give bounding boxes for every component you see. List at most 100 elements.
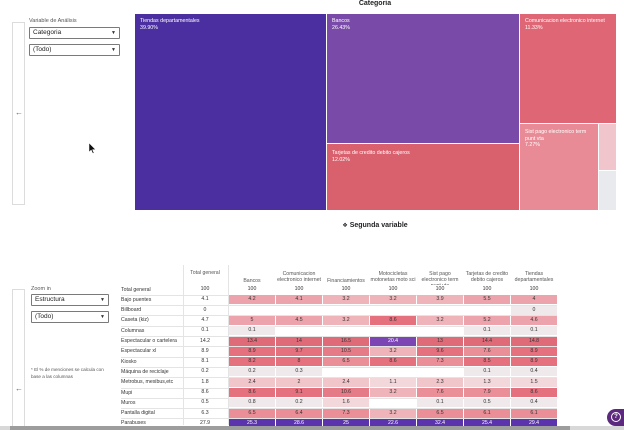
treemap-tile-tiendas[interactable]: Tiendas departamentales 39.90% xyxy=(134,13,327,211)
table-cell[interactable]: 7.6 xyxy=(417,388,463,397)
table-cell[interactable]: 100 xyxy=(511,285,557,294)
table-cell[interactable]: 0.8 xyxy=(229,398,275,408)
table-cell[interactable]: 0.1 xyxy=(229,326,275,336)
table-cell[interactable]: 3.2 xyxy=(370,408,416,418)
table-cell[interactable]: 7.3 xyxy=(417,357,463,367)
column-header[interactable]: Comunicacion electronico internet xyxy=(277,271,321,283)
column-header[interactable]: Bancos xyxy=(243,278,261,284)
zoom-filter-select[interactable]: (Todo) ▼ xyxy=(31,311,109,323)
table-cell[interactable]: 3.2 xyxy=(323,315,369,325)
table-cell[interactable]: 9.6 xyxy=(417,346,463,356)
table-cell[interactable] xyxy=(370,398,416,407)
treemap-tile-tarjetas[interactable]: Tarjetas de credito debito cajeros 12.02% xyxy=(326,143,520,211)
table-cell[interactable]: 0.1 xyxy=(464,326,510,336)
table-cell[interactable]: 100 xyxy=(417,285,463,294)
table-cell[interactable] xyxy=(370,306,416,315)
table-cell[interactable]: 8.6 xyxy=(229,388,275,397)
column-header[interactable]: Financiamientos xyxy=(327,278,365,284)
table-cell[interactable]: 8.2 xyxy=(229,357,275,367)
table-cell[interactable]: 0.5 xyxy=(464,398,510,408)
collapse-arrow-icon[interactable]: ← xyxy=(15,384,23,393)
table-cell[interactable]: 3.2 xyxy=(323,295,369,305)
column-header[interactable]: Tarjetas de credito debito cajeros xyxy=(465,271,509,283)
table-cell[interactable]: 3.9 xyxy=(417,295,463,305)
table-cell[interactable]: 0.1 xyxy=(417,398,463,408)
table-cell[interactable]: 1.6 xyxy=(323,398,369,408)
table-cell[interactable]: 29.4 xyxy=(511,418,557,428)
table-cell[interactable]: 13 xyxy=(417,336,463,346)
table-cell[interactable]: 16.5 xyxy=(323,336,369,346)
table-cell[interactable]: 2.4 xyxy=(229,377,275,387)
table-cell[interactable]: 0.4 xyxy=(511,367,557,377)
table-cell[interactable]: 7.6 xyxy=(464,346,510,356)
table-cell[interactable]: 3.2 xyxy=(370,295,416,305)
column-header[interactable]: Tiendas departamentales xyxy=(514,271,554,283)
table-cell[interactable] xyxy=(370,326,416,335)
table-cell[interactable]: 2.4 xyxy=(323,377,369,387)
table-cell[interactable]: 2.3 xyxy=(417,377,463,387)
column-header[interactable]: Motocicletas motonetas moto sci xyxy=(370,271,416,283)
table-cell[interactable]: 6.1 xyxy=(511,408,557,418)
table-cell[interactable]: 0.3 xyxy=(276,367,322,377)
table-cell[interactable]: 6.5 xyxy=(229,408,275,418)
table-cell[interactable]: 6.1 xyxy=(464,408,510,418)
analysis-filter-select[interactable]: (Todo) ▼ xyxy=(29,44,120,56)
table-cell[interactable]: 0.2 xyxy=(229,367,275,377)
table-cell[interactable]: 5.5 xyxy=(464,295,510,305)
table-cell[interactable]: 0.1 xyxy=(511,326,557,336)
scrollbar-thumb[interactable] xyxy=(10,426,570,430)
table-cell[interactable]: 1.5 xyxy=(511,377,557,387)
table-cell[interactable]: 4.1 xyxy=(276,295,322,305)
treemap-tile-comunicacion[interactable]: Comunicacion electronico internet 11.33% xyxy=(519,13,617,124)
table-cell[interactable]: 32.4 xyxy=(417,418,463,428)
table-cell[interactable]: 4.2 xyxy=(229,295,275,305)
table-cell[interactable] xyxy=(276,326,322,335)
table-cell[interactable] xyxy=(370,367,416,376)
table-cell[interactable]: 5 xyxy=(229,315,275,325)
table-cell[interactable]: 25.4 xyxy=(464,418,510,428)
table-cell[interactable]: 100 xyxy=(276,285,322,294)
table-cell[interactable]: 7.9 xyxy=(464,388,510,397)
horizontal-scrollbar[interactable] xyxy=(0,426,624,430)
table-cell[interactable]: 1.1 xyxy=(370,377,416,387)
table-cell[interactable]: 3.2 xyxy=(370,388,416,397)
zoom-structure-select[interactable]: Estructura ▼ xyxy=(31,294,109,306)
table-cell[interactable]: 1.3 xyxy=(464,377,510,387)
table-cell[interactable] xyxy=(323,367,369,376)
table-cell[interactable]: 8.6 xyxy=(511,388,557,397)
table-cell[interactable] xyxy=(323,326,369,335)
treemap-tile-sist-pago[interactable]: Sist pago electronico term punt vta 7.27% xyxy=(519,123,599,211)
table-cell[interactable]: 10.5 xyxy=(323,346,369,356)
table-cell[interactable]: 14 xyxy=(276,336,322,346)
table-cell[interactable]: 8.9 xyxy=(511,357,557,367)
table-cell[interactable] xyxy=(464,306,510,315)
table-cell[interactable]: 9.1 xyxy=(276,388,322,397)
table-cell[interactable] xyxy=(417,367,463,376)
table-cell[interactable]: 6.5 xyxy=(323,357,369,367)
table-cell[interactable]: 25.3 xyxy=(229,418,275,428)
table-cell[interactable]: 5.2 xyxy=(464,315,510,325)
table-cell[interactable]: 6.5 xyxy=(417,408,463,418)
table-cell[interactable]: 100 xyxy=(370,285,416,294)
table-cell[interactable]: 0.4 xyxy=(511,398,557,408)
table-cell[interactable]: 0.1 xyxy=(464,367,510,377)
table-cell[interactable]: 4 xyxy=(511,295,557,305)
treemap-tile-small-b[interactable] xyxy=(598,170,617,211)
table-cell[interactable]: 14.8 xyxy=(511,336,557,346)
table-cell[interactable]: 28.6 xyxy=(276,418,322,428)
treemap-tile-small-a[interactable] xyxy=(598,123,617,171)
table-cell[interactable]: 6.4 xyxy=(276,408,322,418)
table-cell[interactable]: 20.4 xyxy=(370,336,416,346)
table-cell[interactable] xyxy=(323,306,369,315)
help-button[interactable]: ? xyxy=(607,409,624,426)
table-cell[interactable]: 8.9 xyxy=(511,346,557,356)
table-cell[interactable]: 100 xyxy=(229,285,275,294)
table-cell[interactable]: 2 xyxy=(276,377,322,387)
collapse-arrow-icon[interactable]: ← xyxy=(15,108,23,117)
table-cell[interactable]: 3.2 xyxy=(417,315,463,325)
table-cell[interactable]: 7.3 xyxy=(323,408,369,418)
table-cell[interactable]: 0.2 xyxy=(276,398,322,408)
table-cell[interactable]: 8.9 xyxy=(229,346,275,356)
table-cell[interactable]: 14.4 xyxy=(464,336,510,346)
table-cell[interactable]: 0 xyxy=(511,305,557,315)
